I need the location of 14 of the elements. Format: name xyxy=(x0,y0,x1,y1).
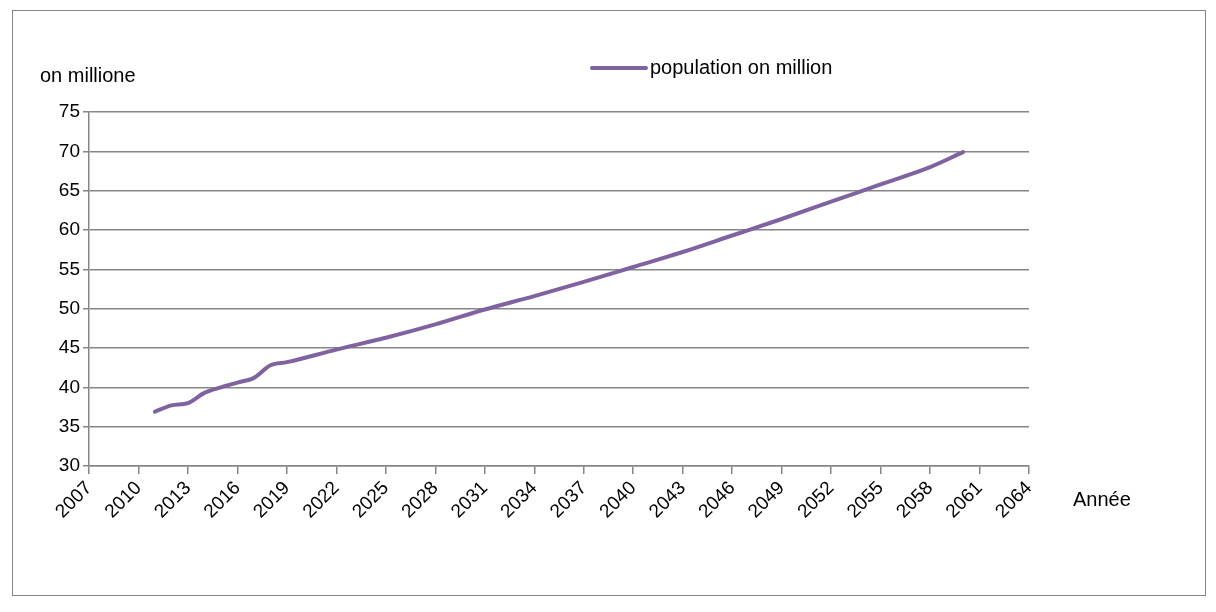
y-tick-label: 30 xyxy=(58,454,80,476)
y-tick-label: 65 xyxy=(58,178,80,200)
y-tick-label: 55 xyxy=(58,257,80,279)
y-tick-label: 45 xyxy=(58,336,80,358)
y-tick-label: 40 xyxy=(58,375,80,397)
y-axis-title: on millione xyxy=(40,63,136,86)
y-tick-label: 70 xyxy=(58,139,80,161)
y-tick-label: 60 xyxy=(58,218,80,240)
y-tick-label: 50 xyxy=(58,296,80,318)
y-tick-label: 35 xyxy=(58,414,80,436)
line-series xyxy=(152,150,966,414)
y-tick-label: 75 xyxy=(58,100,80,122)
x-axis-title: Année xyxy=(1073,487,1131,510)
legend-label: population on million xyxy=(650,55,833,78)
